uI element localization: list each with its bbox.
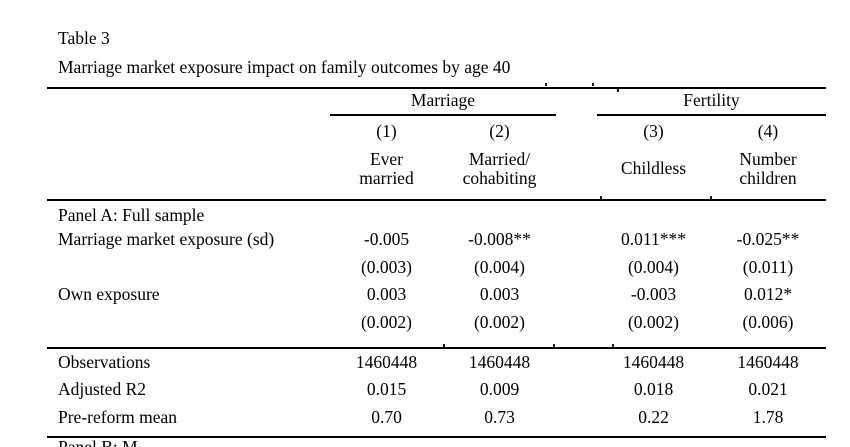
adjusted-r2-cell: 0.015 [366, 379, 407, 399]
border-artifact-tick [617, 89, 619, 92]
std-error-cell: (0.002) [360, 312, 413, 332]
column-header-ever-married: Ever married [359, 148, 414, 188]
std-error-cell: (0.011) [742, 257, 794, 277]
table-row-pre-reform-mean: Pre-reform mean 0.70 0.73 0.22 1.78 [47, 406, 826, 428]
std-error-cell: (0.004) [473, 257, 526, 277]
observations-cell: 1460448 [468, 352, 531, 372]
border-artifact-tick [545, 83, 547, 86]
coefficient-cell: -0.025** [736, 229, 800, 249]
coefficient-cell: -0.005 [363, 229, 410, 249]
row-label [47, 256, 330, 278]
panel-a-header-row: Panel A: Full sample [47, 204, 826, 226]
adjusted-r2-cell: 0.009 [479, 379, 520, 399]
marriage-group-underline [330, 114, 556, 116]
column-number-1: (1) [376, 121, 397, 141]
table-top-rule [47, 87, 826, 89]
pre-reform-mean-cell: 0.73 [484, 407, 515, 427]
border-artifact-tick [443, 344, 445, 347]
adjusted-r2-cell: 0.018 [633, 379, 674, 399]
row-label: Marriage market exposure (sd) [58, 229, 275, 249]
coefficient-cell: 0.011*** [621, 229, 686, 249]
table-row-observations: Observations 1460448 1460448 1460448 146… [47, 351, 826, 373]
border-artifact-tick [592, 83, 594, 86]
empty-stub-cell [47, 89, 330, 111]
std-error-cell: (0.003) [360, 257, 413, 277]
group-gap [556, 149, 597, 189]
column-number-4: (4) [757, 121, 779, 141]
group-gap [556, 120, 597, 142]
std-error-cell: (0.002) [473, 312, 526, 332]
panel-a-label: Panel A: Full sample [58, 205, 205, 225]
header-bottom-rule [47, 199, 826, 201]
column-group-row: Marriage Fertility [47, 89, 826, 111]
column-header-married-cohabiting: Married/ cohabiting [462, 148, 537, 188]
border-artifact-tick [710, 196, 712, 199]
stats-top-rule [47, 347, 826, 349]
coefficient-cell: 0.012* [743, 284, 793, 304]
observations-cell: 1460448 [622, 352, 685, 372]
std-error-cell: (0.002) [627, 312, 680, 332]
group-gap [556, 311, 597, 333]
group-header-marriage: Marriage [410, 90, 476, 110]
group-gap [556, 378, 597, 400]
border-artifact-tick [612, 344, 614, 347]
column-header-childless: Childless [620, 158, 687, 179]
group-gap [556, 283, 597, 305]
empty-stub-cell [47, 120, 330, 142]
row-label: Pre-reform mean [58, 407, 178, 427]
adjusted-r2-cell: 0.021 [748, 379, 788, 399]
observations-cell: 1460448 [737, 352, 799, 372]
table-row-own-exposure: Own exposure 0.003 0.003 -0.003 0.012* [47, 283, 826, 305]
column-header-row: Ever married Married/ cohabiting Childle… [47, 149, 826, 189]
row-label: Adjusted R2 [58, 379, 146, 399]
group-gap [556, 89, 597, 111]
std-error-cell: (0.004) [627, 257, 680, 277]
group-gap [556, 351, 597, 373]
group-gap [556, 406, 597, 428]
empty-stub-cell [47, 149, 330, 189]
coefficient-cell: 0.003 [366, 284, 407, 304]
std-error-cell: (0.006) [742, 312, 794, 332]
group-header-fertility: Fertility [683, 90, 740, 110]
coefficient-cell: -0.003 [630, 284, 677, 304]
row-label: Observations [58, 352, 151, 372]
column-header-number-children: Number children [739, 148, 797, 188]
group-gap [556, 256, 597, 278]
column-number-2: (2) [489, 121, 510, 141]
fertility-group-underline [597, 114, 826, 116]
pre-reform-mean-cell: 0.70 [371, 407, 402, 427]
panel-b-label: Panel B: M [58, 437, 138, 447]
table-number: Table 3 [58, 28, 110, 48]
column-number-3: (3) [643, 121, 664, 141]
panel-a-bottom-rule [47, 436, 826, 438]
group-gap [556, 228, 597, 250]
table-row-marriage-market-exposure: Marriage market exposure (sd) -0.005 -0.… [47, 228, 826, 250]
table-row-adjusted-r2: Adjusted R2 0.015 0.009 0.018 0.021 [47, 378, 826, 400]
coefficient-cell: 0.003 [479, 284, 520, 304]
panel-b-header-row-clipped: Panel B: M [47, 436, 826, 447]
pre-reform-mean-cell: 1.78 [752, 407, 784, 427]
pre-reform-mean-cell: 0.22 [638, 407, 669, 427]
observations-cell: 1460448 [355, 352, 418, 372]
coefficient-cell: -0.008** [468, 229, 531, 249]
table-row-standard-errors: (0.003) (0.004) (0.004) (0.011) [47, 256, 826, 278]
table-title: Marriage market exposure impact on famil… [58, 57, 511, 77]
row-label [47, 311, 330, 333]
column-number-row: (1) (2) (3) (4) [47, 120, 826, 142]
border-artifact-tick [600, 196, 602, 199]
table-row-standard-errors: (0.002) (0.002) (0.002) (0.006) [47, 311, 826, 333]
border-artifact-tick [553, 344, 555, 347]
row-label: Own exposure [58, 284, 160, 304]
